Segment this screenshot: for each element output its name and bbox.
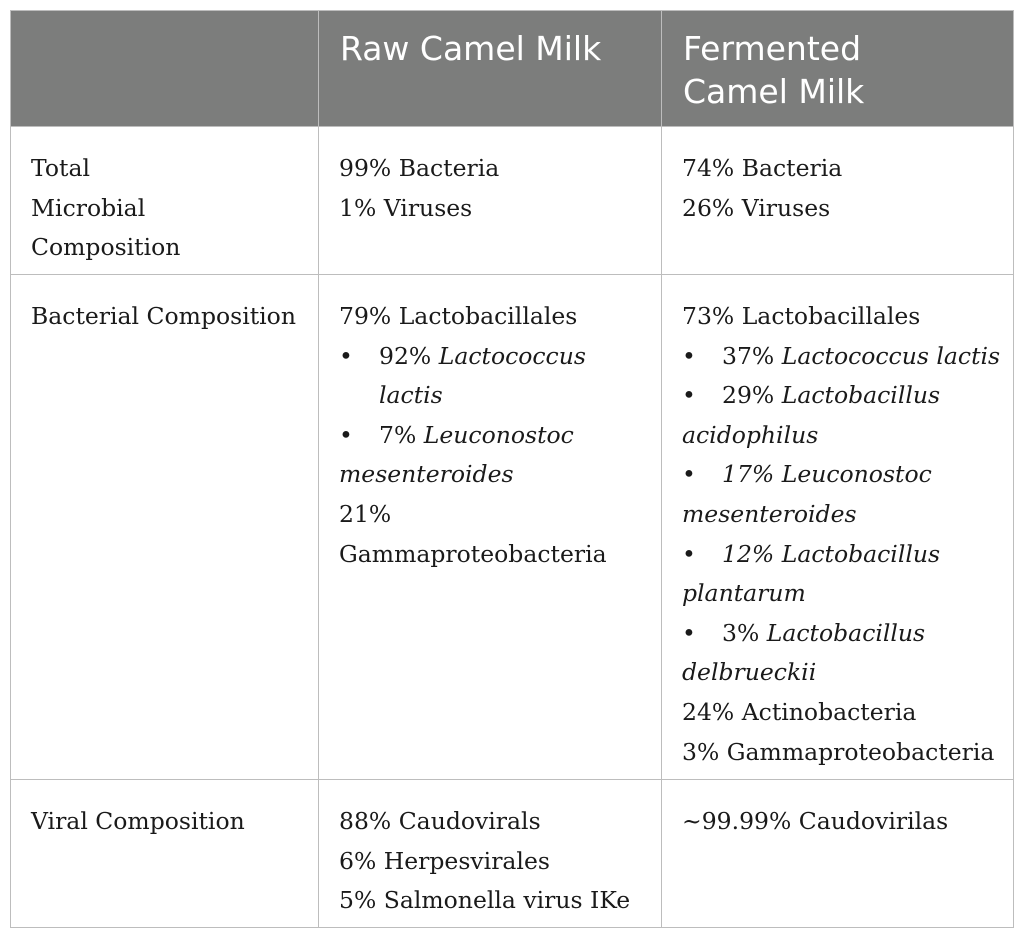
bullet-icon: •	[682, 539, 696, 568]
header-fermented-camel-milk: Fermented Camel Milk	[661, 11, 1013, 126]
bullet-item: • 92% Lactococcus lactis	[339, 337, 651, 416]
header-col1: Raw Camel Milk	[340, 29, 602, 68]
bullet-species: Leuconostoc mesenteroides	[682, 460, 932, 528]
raw-value: 6% Herpesvirales	[339, 846, 550, 875]
raw-value: 88% Caudovirals	[339, 807, 541, 835]
header-raw-camel-milk: Raw Camel Milk	[318, 11, 661, 126]
header-empty-cell	[11, 11, 318, 126]
fermented-value: 74% Bacteria	[682, 154, 843, 182]
raw-value: 99% Bacteria	[339, 154, 500, 182]
bullet-icon: •	[682, 341, 696, 370]
bullet-species: Lactobacillus plantarum	[682, 539, 941, 608]
raw-order-line: 79% Lactobacillales	[339, 302, 578, 330]
bullet-icon: •	[339, 420, 353, 449]
bullet-pct: 17%	[722, 460, 775, 489]
bullet-pct: 29%	[722, 381, 775, 410]
bullet-pct: 7%	[379, 420, 417, 449]
raw-after-line: 21%	[339, 499, 392, 528]
bullet-icon: •	[682, 618, 696, 647]
bullet-item: • 17% Leuconostoc mesenteroides	[682, 455, 1003, 534]
bullet-pct: 37%	[722, 341, 775, 370]
bullet-item: • 12% Lactobacillus plantarum	[682, 535, 1003, 614]
bullet-icon: •	[339, 341, 353, 370]
fermented-value: 26% Viruses	[682, 193, 831, 222]
fermented-value: ~99.99% Caudovirilas	[682, 807, 949, 835]
row-label-line: Bacterial Composition	[31, 302, 296, 330]
row-bacterial-fermented-cell: 73% Lactobacillales • 37% Lactococcus lac…	[661, 274, 1013, 779]
row-total-raw-cell: 99% Bacteria 1% Viruses	[318, 126, 661, 274]
row-bacterial-label-cell: Bacterial Composition	[11, 274, 318, 779]
header-col2-line1: Fermented	[683, 29, 862, 68]
row-label-line: Microbial	[31, 193, 146, 222]
row-label-line: Total	[31, 154, 90, 182]
header-col2-line2: Camel Milk	[683, 72, 865, 111]
raw-after-line: Gammaproteobacteria	[339, 539, 607, 568]
fermented-after-line: 3% Gammaproteobacteria	[682, 737, 995, 766]
raw-value: 1% Viruses	[339, 193, 473, 222]
bullet-item: • 7% Leuconostoc mesenteroides	[339, 416, 651, 495]
bullet-pct: 92%	[379, 341, 432, 370]
bullet-species: Lactococcus lactis	[781, 341, 1001, 370]
bullet-pct: 3%	[722, 618, 760, 647]
row-viral-label-cell: Viral Composition	[11, 779, 318, 927]
row-viral-raw-cell: 88% Caudovirals 6% Herpesvirales 5% Salm…	[318, 779, 661, 927]
bullet-species: Lactobacillus delbrueckii	[682, 618, 926, 687]
bullet-species: Leuconostoc mesenteroides	[339, 420, 574, 489]
row-label-line: Viral Composition	[31, 807, 245, 835]
row-bacterial-raw-cell: 79% Lactobacillales • 92% Lactococcus lac…	[318, 274, 661, 779]
bullet-species: Lactococcus lactis	[379, 341, 586, 410]
row-total-fermented-cell: 74% Bacteria 26% Viruses	[661, 126, 1013, 274]
bullet-item: • 37% Lactococcus lactis	[682, 337, 1003, 377]
bullet-pct: 12%	[722, 539, 775, 568]
bullet-item: • 3% Lactobacillus delbrueckii	[682, 614, 1003, 693]
bullet-species: Lactobacillus acidophilus	[682, 381, 941, 449]
row-total-label-cell: Total Microbial Composition	[11, 126, 318, 274]
row-label-line: Composition	[31, 233, 181, 262]
composition-table: Raw Camel Milk Fermented Camel Milk Tota…	[10, 10, 1014, 928]
row-viral-fermented-cell: ~99.99% Caudovirilas	[661, 779, 1013, 927]
fermented-after-line: 24% Actinobacteria	[682, 697, 917, 726]
bullet-icon: •	[682, 460, 696, 489]
raw-value: 5% Salmonella virus IKe	[339, 886, 631, 915]
fermented-order-line: 73% Lactobacillales	[682, 302, 921, 330]
bullet-icon: •	[682, 381, 696, 410]
bullet-item: • 29% Lactobacillus acidophilus	[682, 376, 1003, 455]
